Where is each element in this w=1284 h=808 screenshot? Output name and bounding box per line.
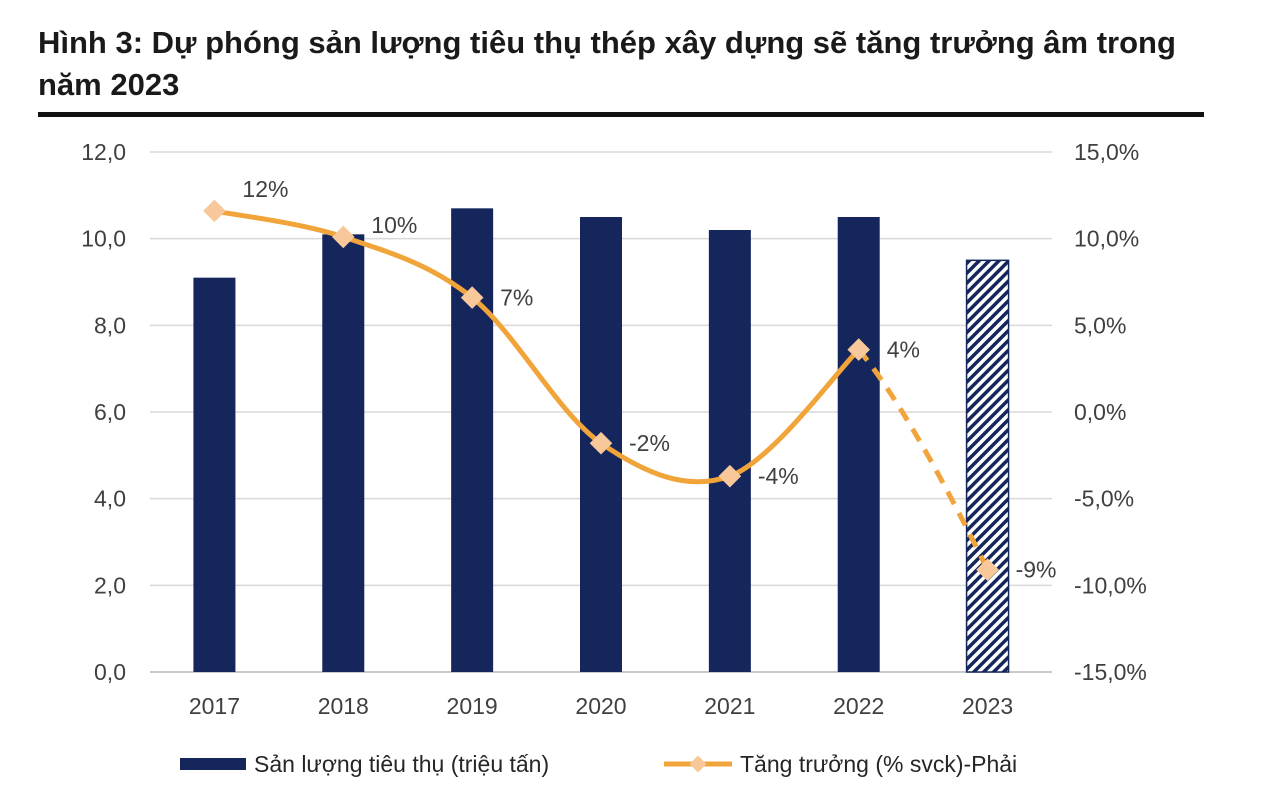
y-right-tick-label: 15,0%	[1074, 139, 1139, 165]
growth-data-label: -2%	[629, 430, 670, 456]
y-right-tick-label: -10,0%	[1074, 572, 1147, 598]
x-tick-label: 2019	[447, 693, 498, 719]
y-left-tick-label: 12,0	[81, 139, 126, 165]
bar	[965, 259, 1010, 673]
growth-marker	[976, 558, 999, 582]
x-tick-label: 2020	[575, 693, 626, 719]
growth-data-label: -4%	[758, 463, 799, 489]
growth-data-label: 10%	[371, 212, 417, 238]
growth-marker	[589, 431, 613, 455]
growth-line	[211, 208, 862, 485]
y-left-tick-label: 8,0	[94, 312, 126, 338]
growth-data-label: -9%	[1016, 557, 1057, 583]
chart-title: Hình 3: Dự phóng sản lượng tiêu thụ thép…	[38, 25, 1176, 102]
x-tick-label: 2022	[833, 693, 884, 719]
y-right-tick-label: -15,0%	[1074, 659, 1147, 685]
legend-line-label: Tăng trưởng (% svck)-Phải	[740, 751, 1017, 777]
x-tick-label: 2017	[189, 693, 240, 719]
legend-line-marker	[689, 755, 707, 773]
y-left-tick-label: 6,0	[94, 399, 126, 425]
growth-data-label: 4%	[887, 337, 920, 363]
growth-data-label: 7%	[500, 285, 533, 311]
y-left-tick-label: 0,0	[94, 659, 126, 685]
x-tick-label: 2023	[962, 693, 1013, 719]
x-tick-label: 2021	[704, 693, 755, 719]
y-left-tick-label: 2,0	[94, 572, 126, 598]
bar	[451, 208, 494, 673]
title-divider	[38, 112, 1204, 117]
bar	[708, 230, 751, 672]
growth-data-label: 12%	[242, 176, 288, 202]
bar	[322, 234, 365, 673]
y-right-tick-label: 5,0%	[1074, 312, 1126, 338]
growth-marker	[847, 338, 871, 361]
bar	[837, 217, 880, 672]
y-left-tick-label: 4,0	[94, 486, 126, 512]
growth-marker	[203, 199, 226, 223]
bar	[193, 277, 236, 672]
y-right-tick-label: 10,0%	[1074, 226, 1139, 252]
legend-bar-label: Sản lượng tiêu thụ (triệu tấn)	[254, 751, 549, 777]
growth-line-forecast	[856, 348, 990, 571]
growth-marker	[718, 464, 742, 488]
y-left-tick-label: 10,0	[81, 226, 126, 252]
legend-bar-swatch	[180, 758, 246, 770]
y-right-tick-label: -5,0%	[1074, 486, 1134, 512]
growth-marker	[460, 286, 484, 309]
y-right-tick-label: 0,0%	[1074, 399, 1126, 425]
x-tick-label: 2018	[318, 693, 369, 719]
